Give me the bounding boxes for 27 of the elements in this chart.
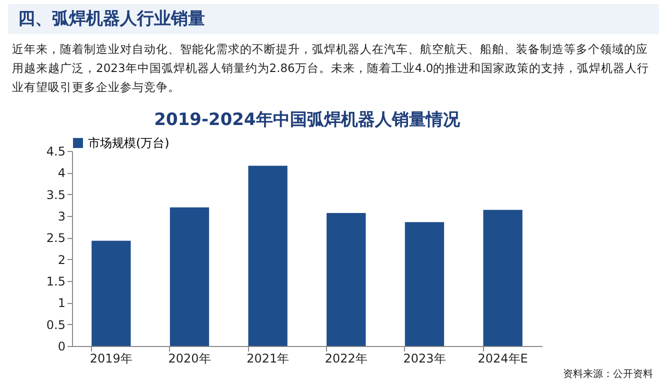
y-tick-label: 2 (58, 252, 66, 267)
x-tick-label: 2022年 (324, 352, 368, 366)
y-tick-label: 4.5 (46, 144, 66, 158)
legend-label: 市场规模(万台) (88, 136, 170, 150)
text: 四、弧焊机器人行业销量 (8, 4, 659, 34)
bar (170, 207, 210, 346)
y-tick-label: 1.5 (46, 274, 66, 288)
y-tick-label: 1 (58, 296, 66, 310)
text: 近年来，随着制造业对自动化、智能化需求的不断提升，弧焊机器人在汽车、航空航天、船舶、装备制造等多个领域的应用越来越广泛，2023年中国弧焊机器人销量约为2.86万台。未来，随着工业4.0的推进和国家政策的支持，弧焊机器人行业有望吸引更多企业参与竞争。 (12, 41, 650, 96)
y-tick-label: 0 (58, 340, 66, 354)
x-tick-label: 2023年 (403, 352, 446, 366)
bar (404, 222, 444, 346)
bar (92, 240, 131, 346)
text: 资料来源：公开资料 (563, 368, 653, 381)
y-tick-label: 2.5 (46, 231, 66, 246)
x-tick-label: 2019年 (90, 352, 132, 366)
x-tick-label: 2021年 (246, 352, 290, 366)
y-tick-label: 0.5 (46, 318, 66, 332)
chart-title: 2019-2024年中国弧焊机器人销量情况 (154, 110, 461, 130)
y-tick-label: 3 (58, 210, 66, 224)
x-tick-label: 2020年 (168, 352, 211, 366)
x-tick-label: 2024年E (478, 352, 528, 366)
y-tick-label: 4 (58, 166, 66, 180)
y-tick-label: 3.5 (46, 188, 66, 202)
bar (248, 166, 288, 346)
bar (326, 212, 366, 346)
bar (483, 210, 522, 346)
